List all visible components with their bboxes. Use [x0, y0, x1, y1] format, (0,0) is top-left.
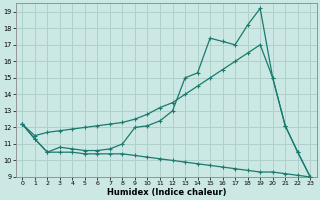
X-axis label: Humidex (Indice chaleur): Humidex (Indice chaleur) [107, 188, 226, 197]
